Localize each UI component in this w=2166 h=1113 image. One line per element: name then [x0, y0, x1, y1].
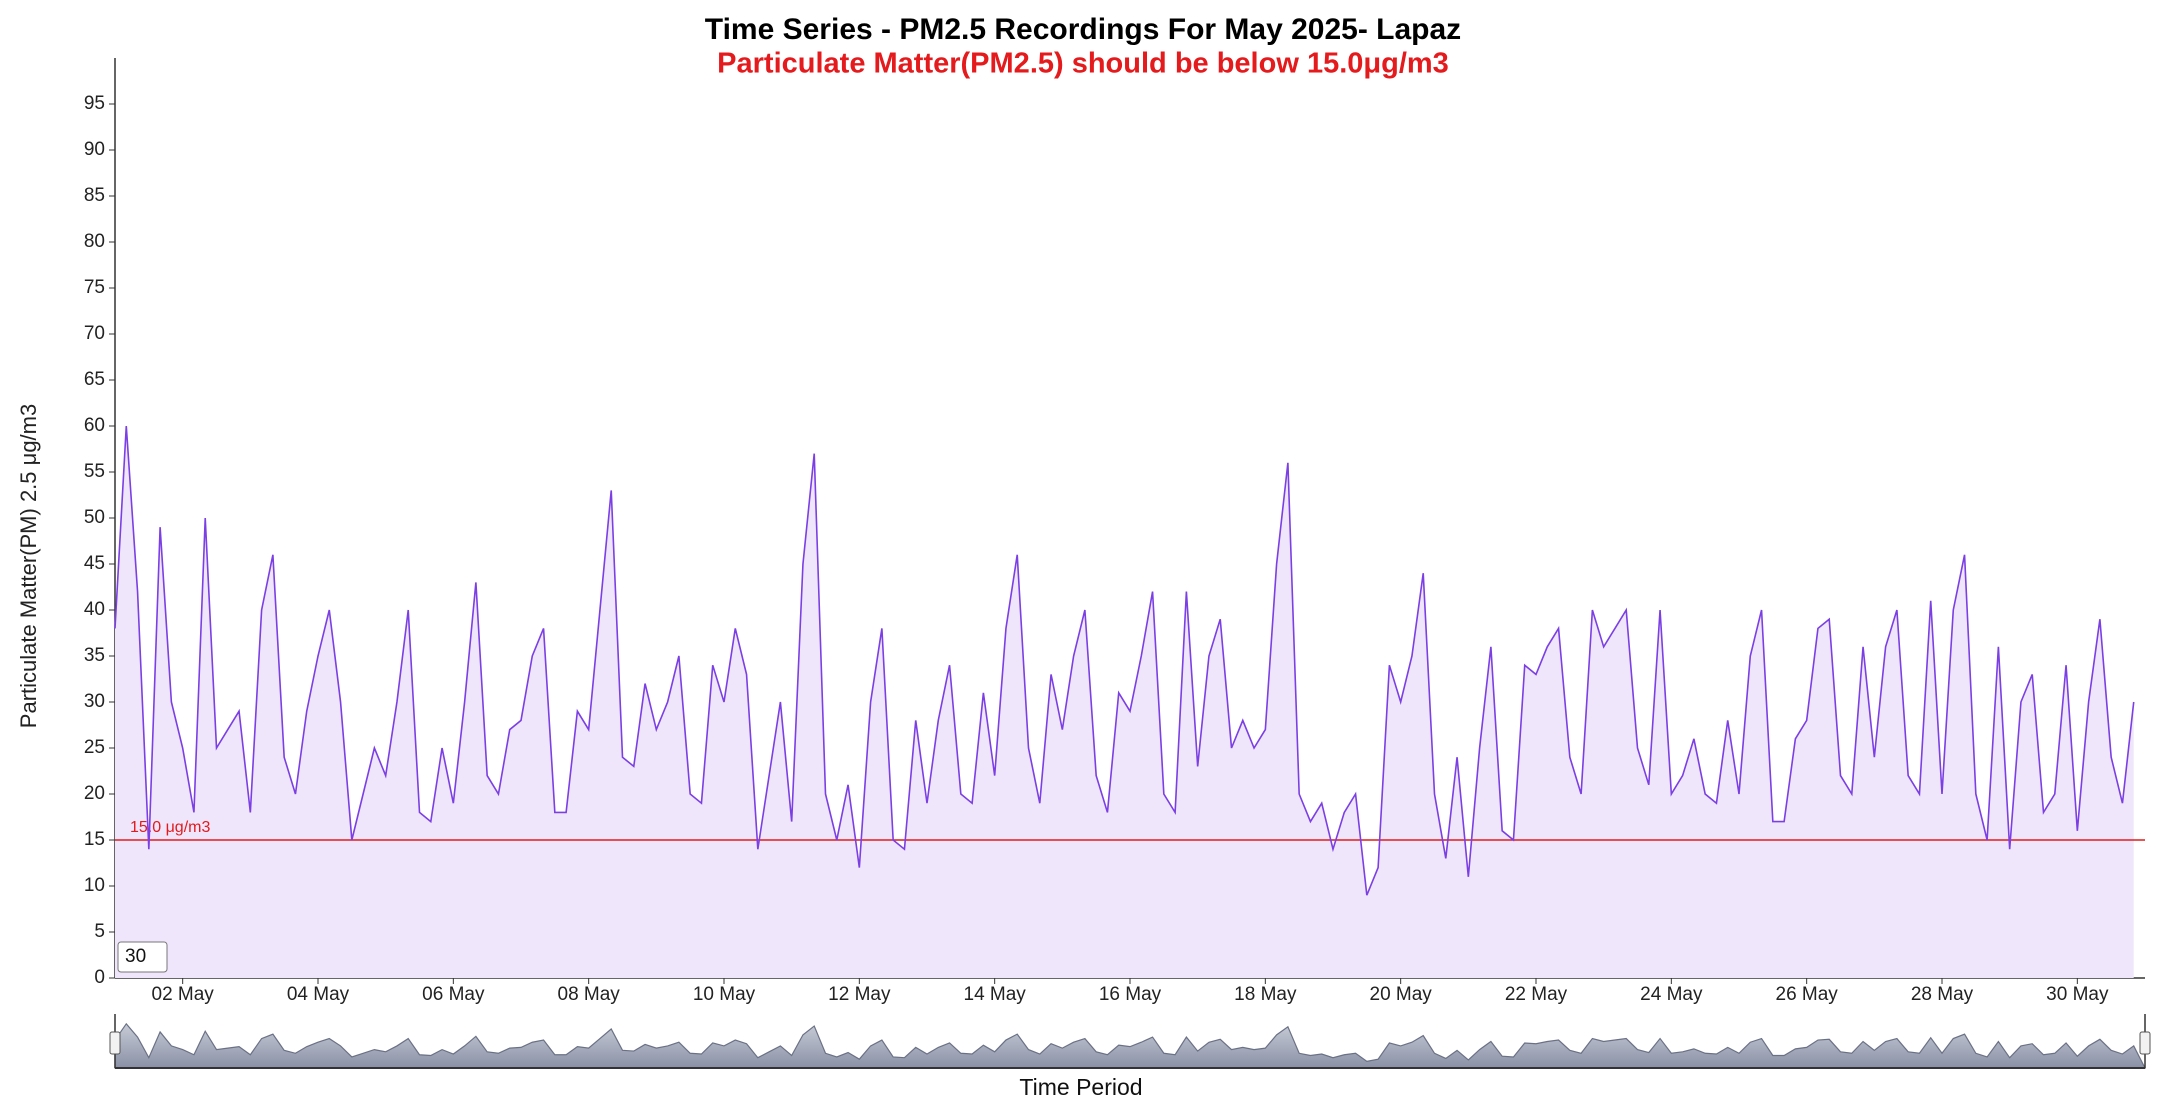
y-tick-label: 80 — [84, 231, 105, 252]
x-tick-label: 28 May — [1911, 984, 1974, 1005]
y-tick-label: 85 — [84, 185, 105, 206]
y-tick-label: 55 — [84, 461, 105, 482]
x-tick-label: 20 May — [1370, 984, 1433, 1005]
threshold-label: 15.0 μg/m3 — [130, 819, 210, 836]
y-tick-label: 10 — [84, 875, 105, 896]
navigator-area — [114, 1022, 2146, 1069]
x-tick-label: 08 May — [558, 984, 621, 1005]
y-tick-label: 35 — [84, 645, 105, 666]
chart-subtitle: Particulate Matter(PM2.5) should be belo… — [717, 48, 1449, 80]
navigator-handle[interactable] — [2139, 1031, 2151, 1055]
y-tick-label: 15 — [84, 829, 105, 850]
y-tick-label: 20 — [84, 783, 105, 804]
y-tick-label: 75 — [84, 277, 105, 298]
navigator-handle[interactable] — [109, 1031, 121, 1055]
line — [114, 425, 2135, 896]
x-tick-label: 10 May — [693, 984, 756, 1005]
x-tick-label: 06 May — [422, 984, 485, 1005]
y-tick-label: 30 — [84, 691, 105, 712]
x-tick-label: 30 May — [2046, 984, 2109, 1005]
y-tick-label: 65 — [84, 369, 105, 390]
y-axis-label: Particulate Matter(PM) 2.5 μg/m3 — [16, 404, 41, 728]
x-tick-label: 16 May — [1099, 984, 1162, 1005]
x-tick-label: 22 May — [1505, 984, 1568, 1005]
input-frame — [117, 941, 168, 973]
x-tick-label: 12 May — [828, 984, 891, 1005]
y-tick-label: 60 — [84, 415, 105, 436]
x-axis-label: Time Period — [1019, 1074, 1142, 1100]
y-tick-label: 40 — [84, 599, 105, 620]
x-tick-label: 02 May — [152, 984, 215, 1005]
x-tick-label: 14 May — [964, 984, 1027, 1005]
x-tick-label: 26 May — [1776, 984, 1839, 1005]
y-tick-label: 45 — [84, 553, 105, 574]
window-input-box[interactable]: 30 — [117, 941, 168, 973]
x-tick-label: 18 May — [1234, 984, 1297, 1005]
y-tick-label: 70 — [84, 323, 105, 344]
y-tick-label: 0 — [94, 967, 105, 988]
y-tick-label: 90 — [84, 139, 105, 160]
input-value: 30 — [125, 946, 146, 967]
y-tick-label: 5 — [94, 921, 105, 942]
chart-title: Time Series - PM2.5 Recordings For May 2… — [705, 13, 1461, 46]
x-tick-label: 24 May — [1640, 984, 1703, 1005]
y-tick-label: 25 — [84, 737, 105, 758]
y-tick-label: 50 — [84, 507, 105, 528]
x-tick-label: 04 May — [287, 984, 350, 1005]
y-tick-label: 95 — [84, 93, 105, 114]
